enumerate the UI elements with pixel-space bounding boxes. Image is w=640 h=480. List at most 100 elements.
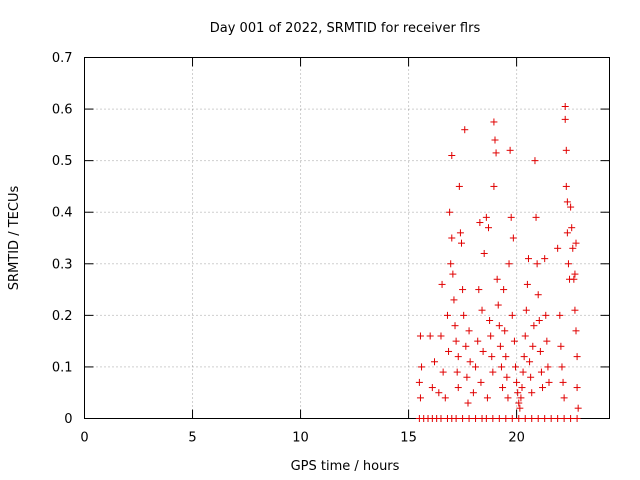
data-point xyxy=(452,415,460,422)
data-point xyxy=(556,311,564,319)
data-point xyxy=(428,384,436,392)
data-point xyxy=(573,353,581,361)
data-point xyxy=(458,239,466,247)
data-point xyxy=(472,363,480,371)
data-point xyxy=(527,373,535,381)
data-point xyxy=(535,317,543,325)
data-point xyxy=(476,219,484,227)
data-point xyxy=(512,363,520,371)
data-point xyxy=(494,301,502,309)
data-point xyxy=(529,342,537,350)
data-point xyxy=(439,368,447,376)
data-point xyxy=(437,415,445,422)
data-points xyxy=(415,102,582,422)
data-point xyxy=(572,239,580,247)
data-point xyxy=(562,146,570,154)
data-point xyxy=(570,275,578,283)
data-point xyxy=(517,394,525,402)
data-point xyxy=(516,404,524,412)
plot-frame xyxy=(84,57,610,419)
data-point xyxy=(515,415,523,422)
data-point xyxy=(449,270,457,278)
y-tick-label: 0.7 xyxy=(52,51,73,66)
y-tick-label: 0.2 xyxy=(52,309,73,324)
data-point xyxy=(571,306,579,314)
x-tick-label: 5 xyxy=(188,431,196,446)
data-point xyxy=(437,332,445,340)
data-point xyxy=(560,394,568,402)
data-point xyxy=(528,415,536,422)
data-point xyxy=(474,337,482,345)
data-point xyxy=(489,415,497,422)
data-point xyxy=(560,415,568,422)
data-point xyxy=(490,118,498,126)
data-point xyxy=(554,415,562,422)
data-point xyxy=(438,280,446,288)
x-tick-label: 15 xyxy=(400,431,417,446)
data-point xyxy=(495,415,503,422)
data-point xyxy=(451,322,459,330)
data-point xyxy=(534,415,542,422)
data-point xyxy=(448,151,456,159)
data-point xyxy=(508,311,516,319)
data-point xyxy=(482,213,490,221)
data-point xyxy=(561,115,569,123)
data-point xyxy=(416,394,424,402)
data-point xyxy=(418,363,426,371)
data-point xyxy=(567,415,575,422)
data-point xyxy=(536,347,544,355)
data-point xyxy=(545,378,553,386)
data-point xyxy=(568,224,576,232)
data-point xyxy=(447,260,455,268)
data-point xyxy=(530,322,538,330)
data-point xyxy=(486,317,494,325)
data-point xyxy=(572,327,580,335)
data-point xyxy=(487,332,495,340)
data-point xyxy=(541,255,549,263)
data-point xyxy=(526,358,534,366)
data-point xyxy=(479,347,487,355)
data-point xyxy=(567,203,575,211)
data-point xyxy=(496,342,504,350)
data-point xyxy=(482,415,490,422)
y-tick-label: 0.3 xyxy=(52,257,73,272)
data-point xyxy=(524,255,532,263)
data-point xyxy=(574,404,582,412)
data-point xyxy=(539,384,547,392)
data-point xyxy=(505,260,513,268)
data-point xyxy=(454,384,462,392)
data-point xyxy=(431,358,438,366)
data-point xyxy=(453,368,461,376)
data-point xyxy=(563,229,571,237)
data-point xyxy=(561,102,569,110)
data-point xyxy=(478,306,486,314)
data-point xyxy=(508,415,516,422)
data-point xyxy=(510,337,518,345)
data-point xyxy=(559,378,567,386)
data-point xyxy=(564,260,572,268)
data-point xyxy=(523,280,531,288)
data-point xyxy=(477,378,485,386)
data-point xyxy=(543,337,551,345)
data-point xyxy=(456,229,464,237)
chart-title: Day 001 of 2022, SRMTID for receiver flr… xyxy=(210,21,481,36)
data-point xyxy=(460,311,468,319)
data-point xyxy=(466,358,474,366)
data-point xyxy=(475,286,483,294)
y-tick-label: 0.1 xyxy=(52,360,73,375)
data-point xyxy=(531,157,539,165)
data-point xyxy=(506,146,514,154)
data-point xyxy=(542,311,550,319)
data-point xyxy=(533,260,541,268)
data-point xyxy=(503,373,511,381)
data-point xyxy=(537,368,545,376)
data-point xyxy=(509,234,517,242)
data-point xyxy=(514,389,522,397)
data-point xyxy=(544,363,552,371)
data-point xyxy=(469,389,477,397)
data-point xyxy=(521,332,529,340)
data-point xyxy=(455,182,463,190)
data-point xyxy=(502,415,510,422)
data-point xyxy=(464,399,472,407)
